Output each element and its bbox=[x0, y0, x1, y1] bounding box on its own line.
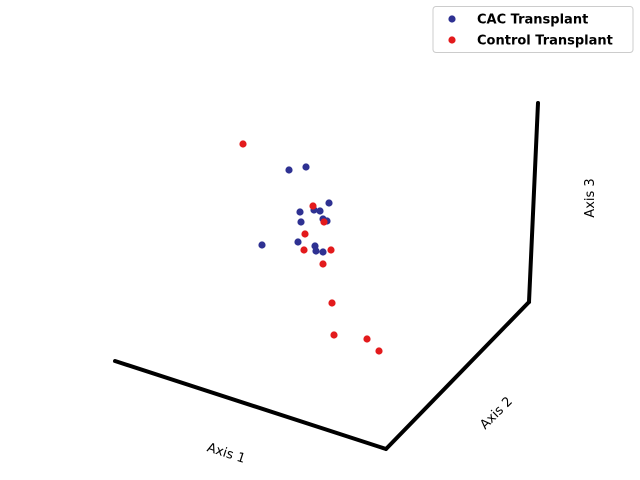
axis-1-label: Axis 1 bbox=[205, 440, 247, 466]
legend-label-cac: CAC Transplant bbox=[477, 13, 588, 28]
data-point-cac-9 bbox=[258, 241, 266, 249]
data-point-cac-1 bbox=[302, 163, 310, 171]
data-point-cac-10 bbox=[294, 238, 302, 246]
data-point-control-9 bbox=[363, 335, 371, 343]
data-point-control-5 bbox=[327, 246, 335, 254]
data-point-cac-6 bbox=[297, 218, 305, 226]
data-point-cac-2 bbox=[296, 208, 304, 216]
axis-3-label: Axis 3 bbox=[583, 178, 598, 217]
data-point-cac-12 bbox=[312, 247, 320, 255]
axis-3-line bbox=[527, 101, 540, 304]
data-point-control-0 bbox=[239, 140, 247, 148]
data-point-control-6 bbox=[319, 260, 327, 268]
data-point-cac-5 bbox=[316, 207, 324, 215]
data-point-control-4 bbox=[300, 246, 308, 254]
axis-1-line bbox=[113, 359, 388, 451]
axis-2-label: Axis 2 bbox=[477, 394, 515, 432]
legend: CAC Transplant Control Transplant bbox=[432, 6, 634, 53]
data-point-cac-3 bbox=[325, 199, 333, 207]
data-point-cac-13 bbox=[319, 248, 327, 256]
points-layer bbox=[239, 140, 383, 355]
legend-marker-cac bbox=[448, 15, 456, 23]
axes-frame bbox=[113, 101, 540, 451]
data-point-control-7 bbox=[328, 299, 336, 307]
data-point-control-10 bbox=[375, 347, 383, 355]
legend-label-control: Control Transplant bbox=[477, 34, 613, 49]
data-point-control-2 bbox=[320, 218, 328, 226]
legend-marker-control bbox=[448, 36, 456, 44]
axis-2-line bbox=[384, 300, 531, 451]
data-point-cac-0 bbox=[285, 166, 293, 174]
data-point-control-3 bbox=[301, 230, 309, 238]
legend-box bbox=[432, 6, 634, 53]
data-point-control-8 bbox=[330, 331, 338, 339]
data-point-control-1 bbox=[309, 202, 317, 210]
